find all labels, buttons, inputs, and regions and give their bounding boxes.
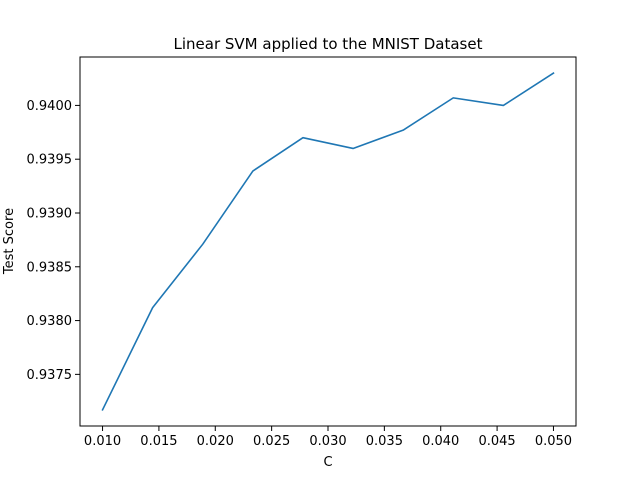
x-tick-label: 0.035 — [366, 434, 403, 449]
chart-title: Linear SVM applied to the MNIST Dataset — [174, 35, 483, 53]
series-line — [101, 72, 555, 411]
x-tick-label: 0.015 — [140, 434, 177, 449]
y-axis-label: Test Score — [2, 208, 17, 275]
x-tick-label: 0.045 — [478, 434, 515, 449]
plot-background — [80, 57, 576, 426]
x-tick-label: 0.050 — [535, 434, 572, 449]
y-axis-ticks: 0.9375 0.9380 0.9385 0.9390 0.9395 0.9400 — [27, 99, 80, 383]
y-tick-label: 0.9395 — [27, 153, 73, 168]
y-tick-label: 0.9375 — [27, 368, 73, 383]
y-tick-label: 0.9400 — [27, 99, 73, 114]
y-tick-label: 0.9380 — [27, 314, 73, 329]
plot-frame — [79, 56, 577, 427]
y-tick-label: 0.9390 — [27, 206, 73, 221]
x-tick-label: 0.020 — [197, 434, 234, 449]
x-axis-ticks: 0.010 0.015 0.020 0.025 0.030 0.035 0.040 0.045… — [84, 426, 572, 449]
x-axis-label: C — [323, 455, 332, 470]
y-tick-label: 0.9385 — [27, 260, 73, 275]
x-tick-label: 0.010 — [84, 434, 121, 449]
x-tick-label: 0.040 — [422, 434, 459, 449]
series-layer — [101, 72, 555, 411]
x-tick-label: 0.025 — [253, 434, 290, 449]
x-tick-label: 0.030 — [309, 434, 346, 449]
